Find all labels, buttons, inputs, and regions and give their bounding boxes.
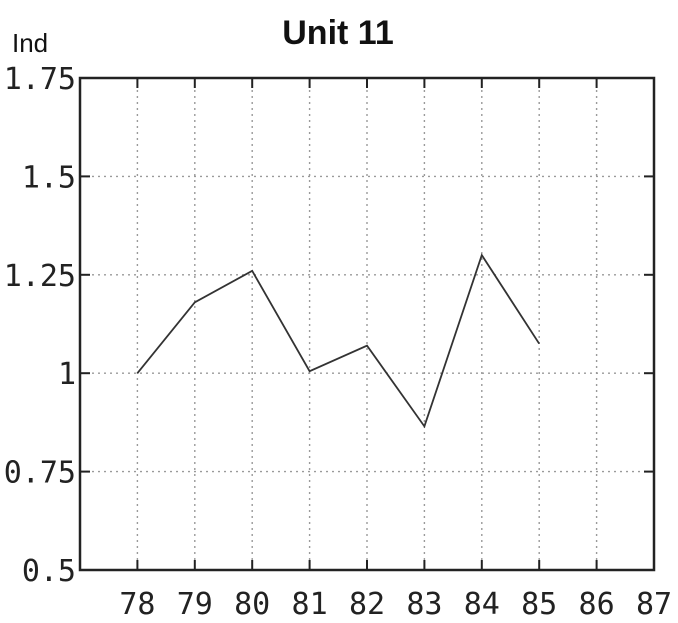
y-tick-label: 1.75	[4, 62, 76, 97]
x-tick-label: 81	[292, 587, 328, 622]
x-tick-labels: 78 79 80 81 82 83 84 85 86 87	[119, 587, 672, 622]
y-tick-label: 1.5	[22, 160, 76, 195]
x-tick-label: 80	[234, 587, 270, 622]
series-layer	[136, 253, 540, 429]
axis-ticks	[80, 77, 655, 571]
y-tick-label: 1	[58, 357, 76, 392]
x-tick-label: 86	[579, 587, 615, 622]
x-tick-label: 78	[119, 587, 155, 622]
x-tick-label: 87	[636, 587, 672, 622]
y-tick-labels: 0.5 0.75 1 1.25 1.5 1.75	[4, 62, 76, 589]
grid-lines	[80, 78, 654, 570]
x-tick-label: 85	[521, 587, 557, 622]
y-tick-label: 0.5	[22, 554, 76, 589]
y-axis-label: Ind	[12, 28, 48, 58]
x-tick-label: 79	[177, 587, 213, 622]
y-tick-label: 1.25	[4, 259, 76, 294]
x-tick-label: 82	[349, 587, 385, 622]
series-line	[136, 253, 540, 429]
chart-title: Unit 11	[282, 14, 393, 52]
y-tick-label: 0.75	[4, 456, 76, 491]
x-tick-label: 84	[464, 587, 500, 622]
x-tick-label: 83	[406, 587, 442, 622]
